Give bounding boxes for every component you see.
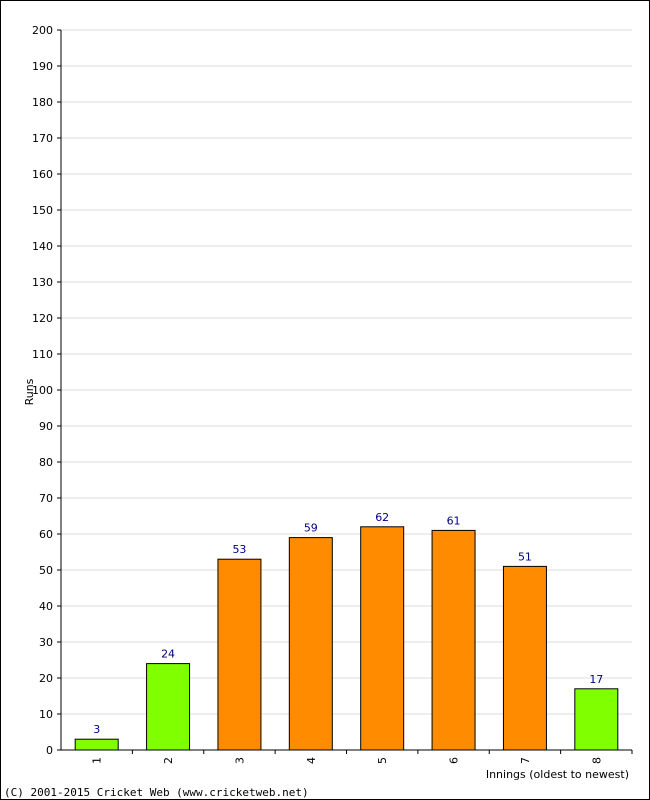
y-tick-label: 180	[32, 96, 53, 109]
y-tick-label: 110	[32, 348, 53, 361]
y-tick-label: 120	[32, 312, 53, 325]
value-label: 62	[375, 511, 389, 524]
bar-8	[574, 688, 619, 751]
y-axis-title: Runs	[23, 378, 36, 405]
x-tick-label: 6	[448, 757, 461, 764]
y-tick-label: 10	[39, 708, 53, 721]
y-tick-label: 190	[32, 60, 53, 73]
y-tick-label: 80	[39, 456, 53, 469]
y-tick-labels: 0 10 20 30 40 50 60 70 80 90 100 110 120 130 140 150 160…	[32, 24, 53, 757]
bars	[74, 526, 619, 751]
x-tick-label: 7	[519, 757, 532, 764]
value-label: 59	[304, 522, 318, 535]
y-tick-label: 100	[32, 384, 53, 397]
x-tick-label: 8	[590, 757, 603, 764]
bar-4	[288, 537, 333, 751]
value-label: 51	[518, 550, 532, 563]
y-tick-label: 40	[39, 600, 53, 613]
bar-2	[146, 663, 191, 751]
value-labels: 3 24 53 59 62 61 51 17	[93, 511, 603, 736]
copyright-footer: (C) 2001-2015 Cricket Web (www.cricketwe…	[4, 786, 309, 799]
bar-3	[217, 558, 262, 751]
y-tick-label: 140	[32, 240, 53, 253]
x-tick-label: 1	[91, 757, 104, 764]
bar-6	[431, 529, 476, 751]
axes	[57, 29, 633, 754]
bar-7	[502, 565, 547, 751]
y-tick-label: 50	[39, 564, 53, 577]
y-tick-label: 90	[39, 420, 53, 433]
x-tick-label: 5	[376, 757, 389, 764]
y-tick-label: 20	[39, 672, 53, 685]
y-tick-label: 60	[39, 528, 53, 541]
x-axis-title: Innings (oldest to newest)	[486, 768, 629, 781]
y-tick-label: 70	[39, 492, 53, 505]
value-label: 53	[232, 543, 246, 556]
y-tick-label: 0	[46, 744, 53, 757]
y-tick-label: 160	[32, 168, 53, 181]
y-tick-label: 130	[32, 276, 53, 289]
bar-1	[74, 738, 119, 751]
value-label: 24	[161, 648, 175, 661]
value-label: 17	[589, 673, 603, 686]
x-tick-label: 3	[233, 757, 246, 764]
x-tick-label: 4	[305, 757, 318, 764]
bar-5	[360, 526, 405, 751]
x-tick-labels: 1 2 3 4 5 6 7 8	[91, 757, 604, 764]
value-label: 3	[93, 723, 100, 736]
x-tick-label: 2	[162, 757, 175, 764]
y-tick-label: 30	[39, 636, 53, 649]
y-tick-label: 150	[32, 204, 53, 217]
y-tick-label: 200	[32, 24, 53, 37]
value-label: 61	[447, 514, 461, 527]
y-tick-label: 170	[32, 132, 53, 145]
